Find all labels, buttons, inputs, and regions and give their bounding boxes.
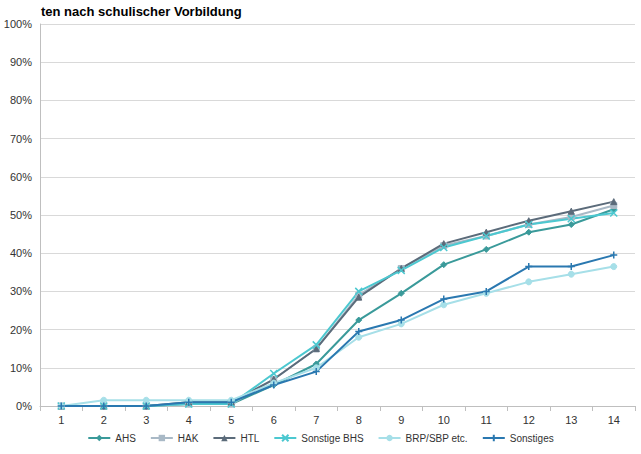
svg-text:ten nach schulischer Vorbildun: ten nach schulischer Vorbildung bbox=[41, 4, 242, 19]
svg-text:3: 3 bbox=[143, 414, 149, 426]
svg-text:10%: 10% bbox=[10, 362, 32, 374]
svg-text:7: 7 bbox=[313, 414, 319, 426]
svg-text:2: 2 bbox=[101, 414, 107, 426]
svg-text:HTL: HTL bbox=[240, 433, 259, 444]
svg-text:0%: 0% bbox=[16, 400, 32, 412]
svg-text:4: 4 bbox=[186, 414, 192, 426]
svg-text:9: 9 bbox=[398, 414, 404, 426]
svg-text:14: 14 bbox=[608, 414, 620, 426]
svg-text:90%: 90% bbox=[10, 56, 32, 68]
svg-text:100%: 100% bbox=[4, 18, 32, 30]
svg-text:60%: 60% bbox=[10, 171, 32, 183]
svg-text:30%: 30% bbox=[10, 285, 32, 297]
svg-text:20%: 20% bbox=[10, 324, 32, 336]
svg-text:12: 12 bbox=[523, 414, 535, 426]
svg-text:BRP/SBP etc.: BRP/SBP etc. bbox=[406, 433, 468, 444]
svg-text:6: 6 bbox=[271, 414, 277, 426]
svg-text:11: 11 bbox=[481, 414, 492, 426]
svg-text:80%: 80% bbox=[10, 94, 32, 106]
svg-text:1: 1 bbox=[58, 414, 64, 426]
svg-text:AHS: AHS bbox=[115, 433, 136, 444]
svg-text:HAK: HAK bbox=[178, 433, 199, 444]
svg-text:13: 13 bbox=[565, 414, 577, 426]
svg-text:5: 5 bbox=[228, 414, 234, 426]
svg-text:50%: 50% bbox=[10, 209, 32, 221]
svg-text:70%: 70% bbox=[10, 133, 32, 145]
svg-text:Sonstige BHS: Sonstige BHS bbox=[301, 433, 364, 444]
svg-text:10: 10 bbox=[438, 414, 450, 426]
svg-text:8: 8 bbox=[356, 414, 362, 426]
svg-text:40%: 40% bbox=[10, 247, 32, 259]
svg-text:Sonstiges: Sonstiges bbox=[510, 433, 554, 444]
